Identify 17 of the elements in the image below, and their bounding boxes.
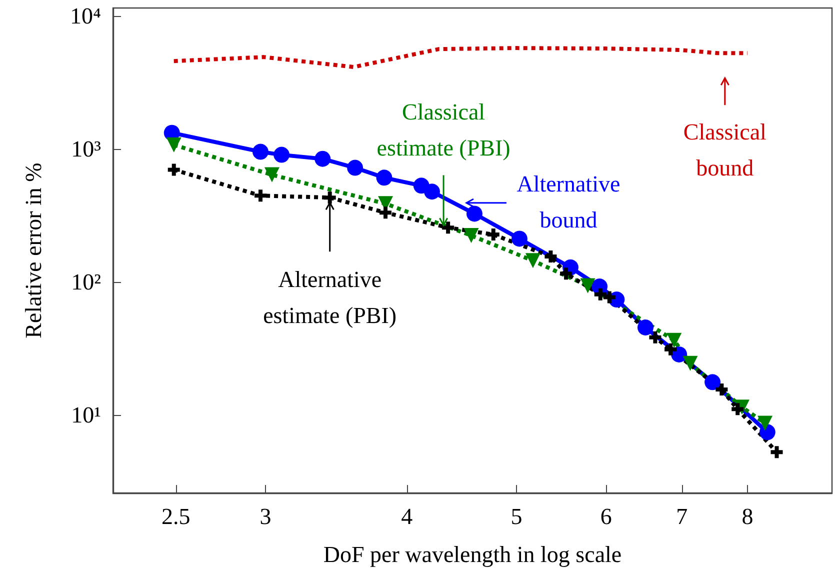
annotation: Alternative bound	[516, 171, 620, 232]
annotation: Classical bound	[683, 120, 766, 181]
y-tick-label: 10²	[71, 270, 102, 295]
y-tick-label: 10⁴	[70, 4, 101, 29]
x-tick-label: 6	[600, 504, 612, 529]
annotation: Classical estimate (PBI)	[376, 100, 510, 161]
x-tick-label: 3	[260, 504, 272, 529]
annotation: Alternative estimate (PBI)	[263, 267, 397, 328]
x-tick-label: 5	[510, 504, 522, 529]
y-tick-label: 10¹	[71, 402, 102, 428]
x-axis-title: DoF per wavelength in log scale	[323, 542, 622, 567]
y-axis-title: Relative error in %	[21, 162, 46, 338]
x-tick-label: 7	[676, 504, 688, 529]
x-tick-label: 4	[401, 504, 414, 529]
y-tick-label: 10³	[71, 136, 102, 162]
x-tick-label: 2.5	[161, 504, 190, 529]
x-tick-label: 8	[742, 504, 754, 529]
